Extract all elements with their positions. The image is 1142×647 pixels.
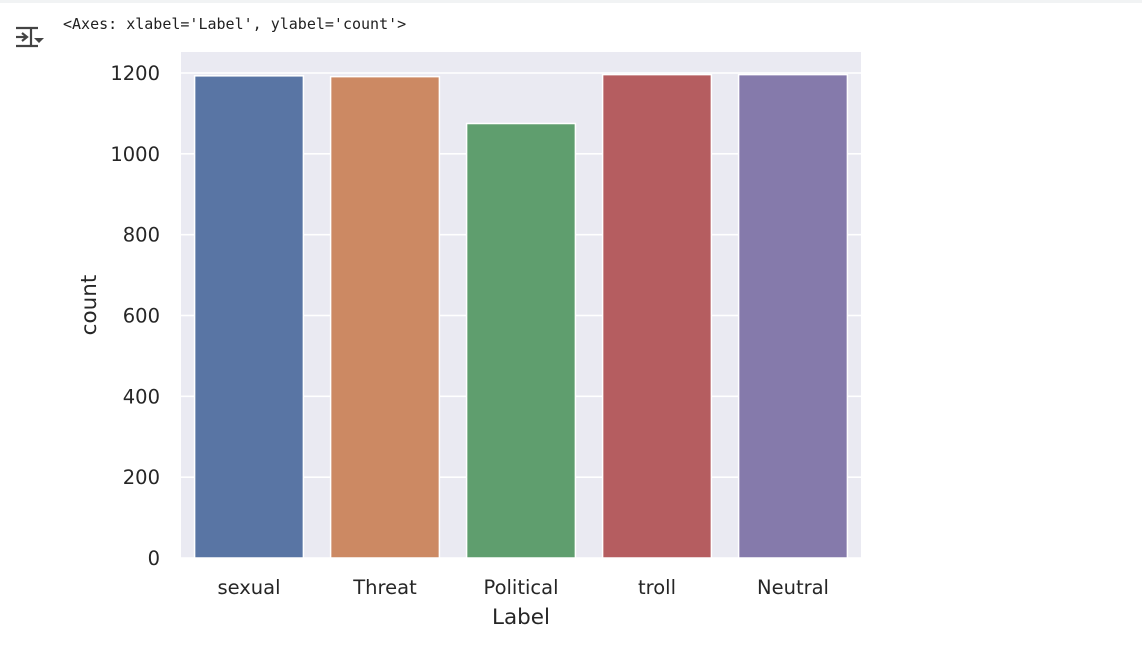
bar-sexual bbox=[193, 75, 305, 559]
y-tick-labels: 0 200 400 600 800 1000 1200 bbox=[110, 62, 160, 570]
x-tick-label: troll bbox=[638, 576, 676, 599]
y-tick-label: 400 bbox=[123, 385, 160, 408]
x-tick-labels: sexual Threat Political troll Neutral bbox=[217, 576, 829, 599]
output-toggle-icon[interactable] bbox=[12, 24, 48, 56]
x-tick-label: Threat bbox=[352, 576, 417, 599]
y-tick-label: 800 bbox=[123, 224, 160, 247]
y-tick-label: 1000 bbox=[110, 143, 160, 166]
x-tick-label: Neutral bbox=[757, 576, 829, 599]
bars bbox=[193, 73, 849, 559]
y-tick-label: 1200 bbox=[110, 62, 160, 85]
cell-output-text: <Axes: xlabel='Label', ylabel='count'> bbox=[63, 15, 407, 33]
x-tick-label: sexual bbox=[217, 576, 280, 599]
bar-political bbox=[465, 122, 577, 559]
bar-troll bbox=[601, 73, 713, 559]
x-axis-label: Label bbox=[492, 605, 550, 630]
output-toggle-glyph bbox=[16, 26, 44, 48]
x-tick-label: Political bbox=[484, 576, 559, 599]
cell-top-border bbox=[0, 0, 1142, 3]
bar-neutral bbox=[737, 73, 849, 559]
bar-threat bbox=[329, 75, 441, 559]
y-tick-label: 0 bbox=[148, 547, 160, 570]
y-tick-label: 600 bbox=[123, 305, 160, 328]
y-tick-label: 200 bbox=[123, 466, 160, 489]
y-axis-label: count bbox=[77, 275, 102, 336]
